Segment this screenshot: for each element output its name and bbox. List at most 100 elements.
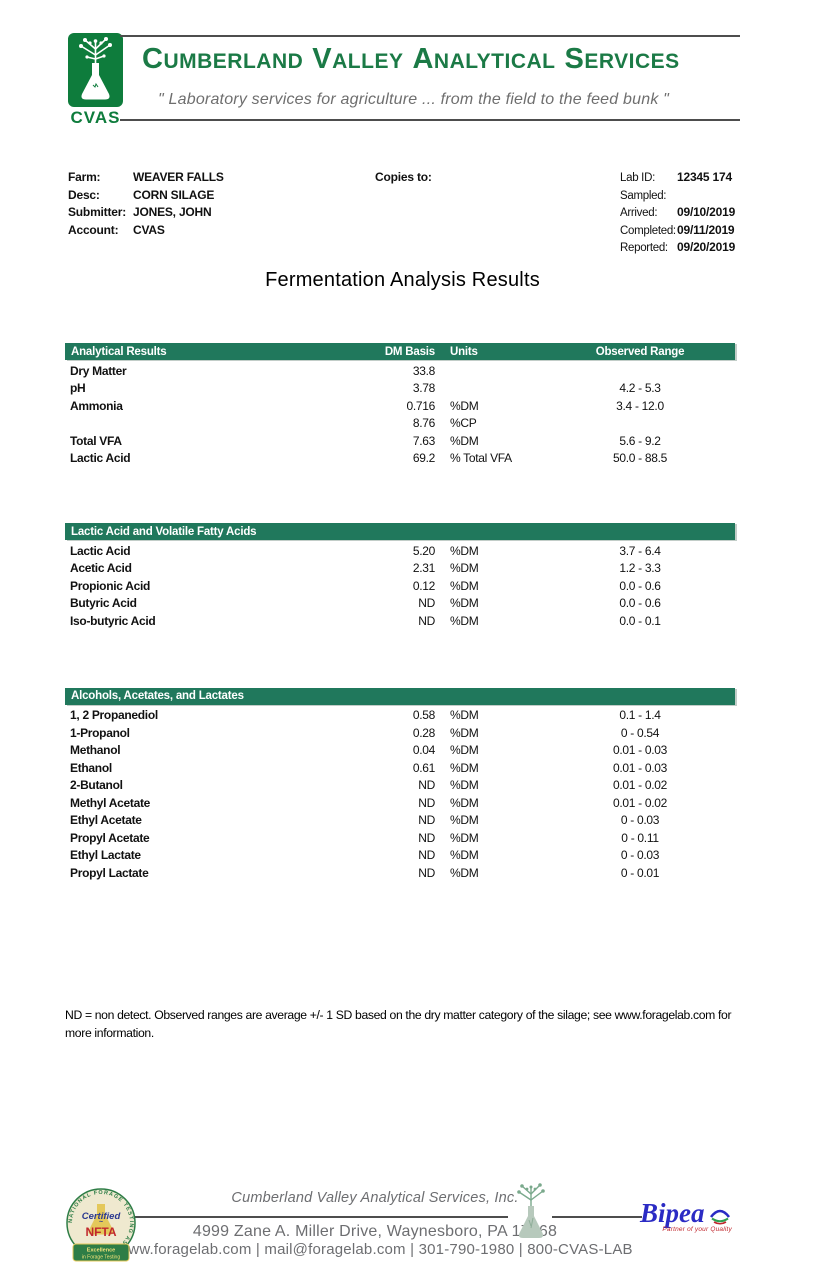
brand-title: CUMBERLAND VALLEY ANALYTICAL SERVICES: [142, 43, 689, 76]
table-row: pH 3.78 4.2 - 5.3: [65, 380, 735, 398]
footer-rule-left: [120, 1216, 508, 1218]
table-band-title: Alcohols, Acetates, and Lactates: [71, 690, 244, 702]
param-range: 0.01 - 0.02: [612, 778, 668, 793]
param-range: 0.1 - 1.4: [619, 708, 661, 723]
param-value: ND: [418, 596, 435, 611]
table-rows: Dry Matter 33.8 pH 3.78 4.2 - 5.3 Ammonia 0.71…: [65, 360, 735, 467]
info-row: Sampled:: [620, 187, 735, 205]
param-range: 50.0 - 88.5: [612, 451, 668, 466]
info-value: 09/11/2019: [677, 222, 735, 237]
param-label: Acetic Acid: [70, 561, 132, 576]
param-range: 4.2 - 5.3: [619, 381, 661, 396]
info-label: Desc:: [68, 187, 100, 202]
footnote: ND = non detect. Observed ranges are ave…: [65, 1008, 732, 1040]
param-value: ND: [418, 813, 435, 828]
table-row: Methanol 0.04 %DM 0.01 - 0.03: [65, 742, 735, 760]
brand-word: VALLEY: [312, 43, 404, 75]
param-value: 8.76: [412, 416, 435, 431]
nfta-certified-badge-icon: NATIONAL FORAGE TESTING ASSOCIATION Cert…: [62, 1186, 140, 1271]
cvas-flask-icon: [68, 33, 123, 107]
param-value: ND: [418, 848, 435, 863]
param-units: %DM: [450, 561, 479, 576]
param-units: %DM: [450, 543, 479, 558]
param-label: Propyl Acetate: [70, 830, 150, 845]
info-label: Reported:: [620, 242, 668, 255]
info-value: 09/10/2019: [677, 205, 736, 220]
table-row: 1, 2 Propanediol 0.58 %DM 0.1 - 1.4: [65, 707, 735, 725]
param-value: ND: [418, 830, 435, 845]
table-row: Butyric Acid ND %DM 0.0 - 0.6: [65, 595, 735, 613]
info-row: Lab ID: 12345 174: [620, 169, 735, 187]
info-label: Lab ID:: [620, 172, 655, 184]
param-value: 7.63: [412, 433, 435, 448]
param-value: 0.28: [412, 725, 435, 740]
param-label: Ethanol: [70, 760, 112, 775]
param-label: Dry Matter: [70, 363, 127, 378]
info-left: Farm: WEAVER FALLS Desc: CORN SILAGE Submitt…: [68, 169, 224, 239]
analysis-table: Lactic Acid and Volatile Fatty Acids Lact…: [65, 523, 735, 630]
footer-address: 4999 Zane A. Miller Drive, Waynesboro, P…: [192, 1223, 558, 1240]
param-value: ND: [418, 778, 435, 793]
info-label: Completed:: [620, 224, 676, 237]
param-label: Ethyl Lactate: [70, 848, 141, 863]
copies-to-label: Copies to:: [375, 170, 432, 184]
param-units: %DM: [450, 596, 479, 611]
brand-word: CUMBERLAND: [142, 43, 304, 75]
table-rows: 1, 2 Propanediol 0.58 %DM 0.1 - 1.4 1-Propan…: [65, 705, 735, 882]
param-units: %DM: [450, 613, 479, 628]
param-units: %DM: [450, 725, 479, 740]
bipea-tagline: Partner of your Quality: [662, 1226, 732, 1234]
param-label: 1-Propanol: [70, 725, 130, 740]
table-row: Ethanol 0.61 %DM 0.01 - 0.03: [65, 759, 735, 777]
param-units: %DM: [450, 578, 479, 593]
param-range: 0 - 0.01: [620, 865, 660, 880]
table-band-title: Lactic Acid and Volatile Fatty Acids: [71, 525, 257, 538]
table-row: Acetic Acid 2.31 %DM 1.2 - 3.3: [65, 560, 735, 578]
footer-flask-icon: [510, 1180, 552, 1247]
table-row: Dry Matter 33.8: [65, 362, 735, 380]
footer-rule-right: [552, 1216, 642, 1218]
info-value: 09/20/2019: [677, 240, 736, 255]
param-units: %DM: [450, 433, 479, 448]
param-range: 0.01 - 0.03: [612, 760, 668, 775]
table-band: Analytical Results DM Basis Units Observed …: [65, 343, 735, 360]
param-units: %DM: [450, 743, 479, 758]
param-label: Propionic Acid: [70, 578, 151, 593]
param-range: 0.01 - 0.03: [612, 743, 668, 758]
param-value: 2.31: [412, 561, 435, 576]
info-row: Reported: 09/20/2019: [620, 239, 735, 257]
table-row: Ethyl Lactate ND %DM 0 - 0.03: [65, 847, 735, 865]
info-value: 12345 174: [677, 170, 732, 184]
param-range: 3.7 - 6.4: [619, 543, 661, 558]
param-units: %DM: [450, 708, 479, 723]
param-range: 0 - 0.03: [620, 813, 660, 828]
footer-contact: www.foragelab.com | mail@foragelab.com |…: [117, 1241, 633, 1258]
param-units: %DM: [450, 848, 479, 863]
table-row: Iso-butyric Acid ND %DM 0.0 - 0.1: [65, 612, 735, 630]
param-value: 5.20: [412, 543, 435, 558]
param-label: Total VFA: [70, 433, 122, 448]
tables: Analytical Results DM Basis Units Observed …: [65, 343, 735, 882]
param-value: 69.2: [412, 451, 435, 466]
param-label: 2-Butanol: [70, 778, 123, 793]
svg-text:in Forage Testing: in Forage Testing: [82, 1255, 120, 1261]
table-row: Methyl Acetate ND %DM 0.01 - 0.02: [65, 794, 735, 812]
table-row: Ethyl Acetate ND %DM 0 - 0.03: [65, 812, 735, 830]
param-label: Methanol: [70, 743, 121, 758]
info-value: WEAVER FALLS: [133, 170, 224, 184]
param-units: %DM: [450, 398, 479, 413]
brand-tagline: " Laboratory services for agriculture ..…: [158, 91, 670, 108]
param-label: Methyl Acetate: [70, 795, 151, 810]
table-row: Propionic Acid 0.12 %DM 0.0 - 0.6: [65, 577, 735, 595]
info-value: JONES, JOHN: [133, 205, 212, 220]
param-label: Propyl Lactate: [70, 865, 149, 880]
svg-text:Certified: Certified: [82, 1211, 121, 1222]
brand-word: SERVICES: [564, 43, 680, 75]
param-value: 0.04: [412, 743, 435, 758]
param-label: Ethyl Acetate: [70, 813, 142, 828]
info-label: Submitter:: [68, 205, 127, 220]
info-row: Farm: WEAVER FALLS: [68, 169, 224, 187]
param-units: %DM: [450, 778, 479, 793]
info-value: CVAS: [133, 222, 165, 237]
